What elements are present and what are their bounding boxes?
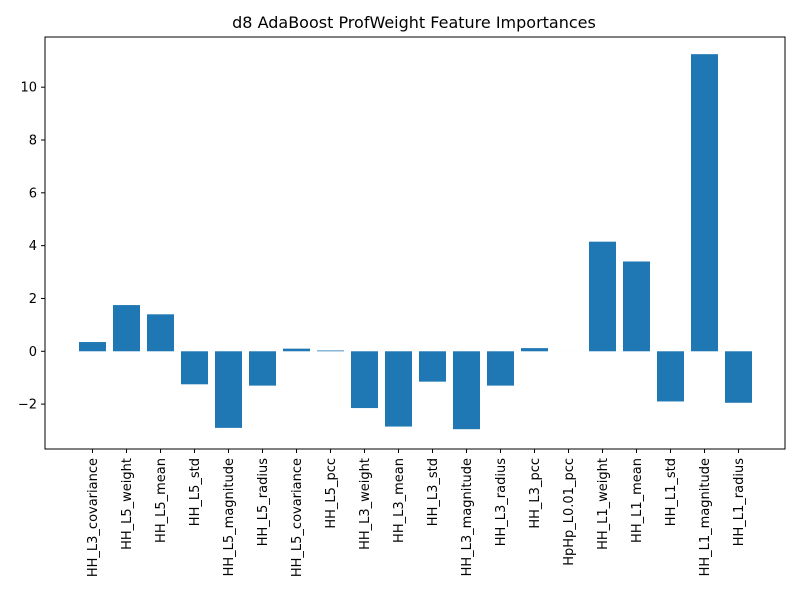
x-tick-label: HH_L3_mean [392, 458, 407, 543]
x-tick-label: HH_L5_mean [154, 458, 169, 543]
y-axis: −2 0 2 4 6 8 10 [18, 81, 45, 413]
bar-6 [249, 351, 276, 386]
bar-19 [691, 54, 718, 352]
x-tick-label: HH_L3_covariance [86, 458, 101, 577]
x-tick-label: HpHp_L0.01_pcc [562, 458, 577, 566]
x-tick-label: HH_L3_std [426, 458, 441, 526]
x-tick-label: HH_L3_weight [358, 458, 373, 550]
bar-10 [385, 351, 412, 427]
bar-2 [113, 305, 140, 352]
bar-18 [657, 351, 684, 402]
y-tick-label: 10 [20, 81, 37, 96]
bar-8 [317, 350, 344, 352]
bar-14 [521, 348, 548, 352]
bar-13 [487, 351, 514, 386]
y-tick-label: 8 [29, 134, 37, 149]
bar-11 [419, 351, 446, 382]
chart-title: d8 AdaBoost ProfWeight Feature Importanc… [232, 13, 596, 32]
x-tick-label: HH_L5_std [188, 458, 203, 526]
bar-5 [215, 351, 242, 428]
bar-7 [283, 348, 310, 352]
bar-20 [725, 351, 752, 403]
y-tick-label: 2 [29, 292, 37, 307]
y-tick-label: −2 [18, 398, 37, 413]
x-tick-label: HH_L1_radius [732, 458, 747, 546]
x-tick-label: HH_L5_covariance [290, 458, 305, 577]
x-tick-label: HH_L5_weight [120, 458, 135, 550]
bar-9 [351, 351, 378, 409]
x-tick-label: HH_L5_pcc [324, 458, 339, 529]
x-tick-label: HH_L3_radius [494, 458, 509, 546]
x-tick-label: HH_L1_magnitude [698, 458, 713, 576]
x-tick-label: HH_L5_radius [256, 458, 271, 546]
bar-17 [623, 261, 650, 352]
bar-16 [589, 241, 616, 352]
bar-12 [453, 351, 480, 430]
y-tick-label: 6 [29, 186, 37, 201]
y-tick-label: 0 [29, 345, 37, 360]
x-tick-label: HH_L5_magnitude [222, 458, 237, 576]
x-tick-label: HH_L1_weight [596, 458, 611, 550]
x-tick-label: HH_L1_mean [630, 458, 645, 543]
bar-4 [181, 351, 208, 385]
x-axis: HH_L3_covariance HH_L5_weight HH_L5_mean HH… [86, 449, 747, 577]
bars [79, 54, 752, 430]
y-tick-label: 4 [29, 239, 37, 254]
x-tick-label: HH_L3_magnitude [460, 458, 475, 576]
bar-3 [147, 314, 174, 352]
x-tick-label: HH_L3_pcc [528, 458, 543, 529]
bar-1 [79, 342, 106, 352]
plot-frame [44, 36, 786, 450]
x-tick-label: HH_L1_std [664, 458, 679, 526]
